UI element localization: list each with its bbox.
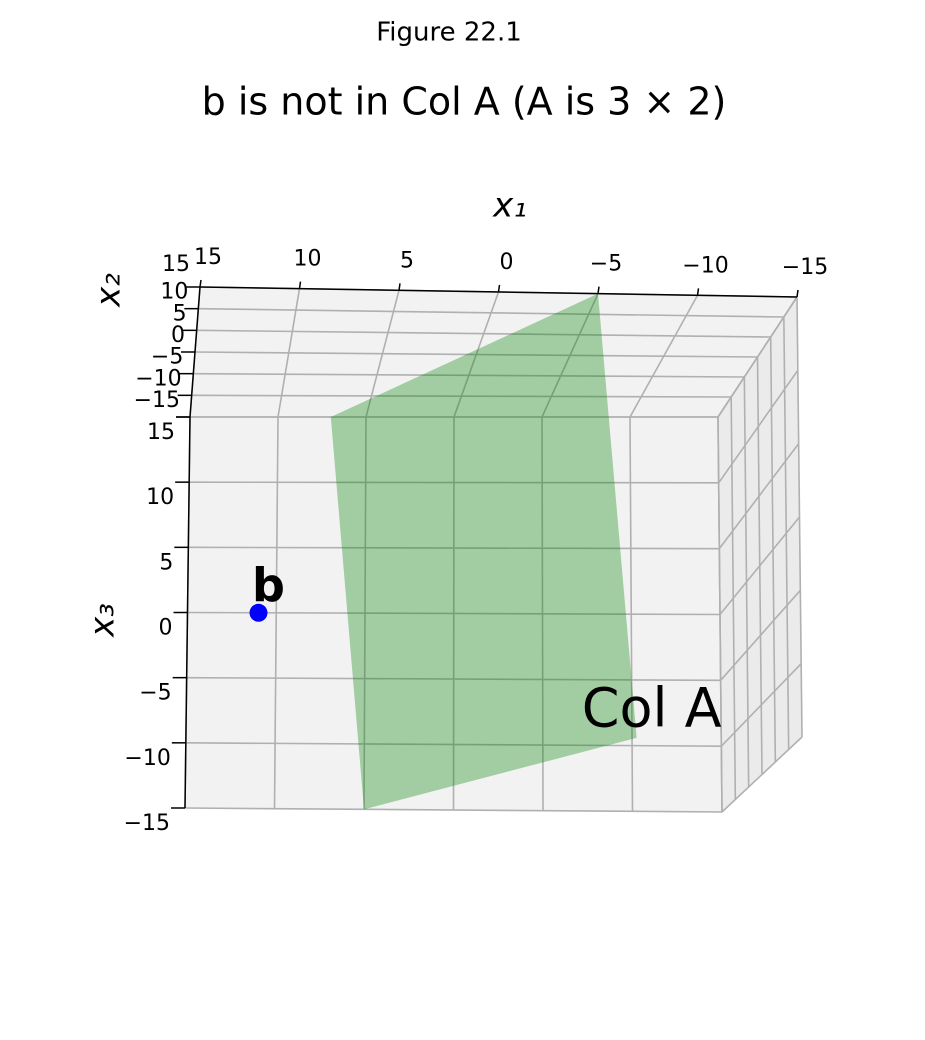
grid-line [198, 307, 784, 318]
axis-line [189, 286, 201, 418]
axis-line [184, 416, 191, 809]
tick-mark [696, 288, 700, 296]
x-tick-label: −15 [782, 255, 828, 280]
y-axis-label: x₂ [89, 273, 129, 308]
x-tick-label: 15 [194, 245, 222, 270]
y-tick-label: 15 [162, 252, 190, 277]
y-tick-label: 10 [160, 280, 188, 305]
tick-mark [597, 286, 600, 294]
figure-label: Figure 22.1 [376, 18, 522, 48]
x-tick-label: −5 [590, 252, 622, 277]
x-tick-label: −10 [682, 253, 728, 278]
tick-mark [298, 281, 302, 289]
grid-line [191, 394, 732, 398]
grid-line [194, 351, 758, 358]
z-tick-label: −5 [139, 681, 171, 706]
z-tick-label: 0 [159, 616, 173, 641]
z-tick-label: 15 [147, 420, 175, 445]
grid-line [185, 742, 722, 747]
tick-mark [796, 289, 799, 298]
y-tick-label: 5 [173, 301, 187, 326]
grid-line [196, 329, 771, 338]
z-tick-label: 5 [159, 550, 173, 575]
tick-mark [398, 283, 401, 291]
grid-line [717, 296, 798, 418]
x-tick-label: 0 [500, 250, 514, 275]
grid-line [719, 516, 801, 616]
y-tick-label: −10 [135, 366, 181, 391]
grid-line [186, 676, 721, 682]
point [249, 603, 268, 622]
y-tick-label: −15 [134, 388, 180, 413]
tick-mark [497, 284, 501, 293]
y-tick-label: 0 [171, 323, 185, 348]
grid-line [718, 443, 800, 550]
grid-line [720, 589, 801, 681]
x-tick-label: 10 [294, 247, 322, 272]
z-tick-label: −15 [124, 811, 170, 836]
grid-line [188, 546, 720, 550]
z-axis-label: x₃ [83, 603, 123, 638]
z-tick-label: −10 [124, 746, 170, 771]
chart-title: b is not in Col A (A is 3 × 2) [202, 80, 727, 124]
grid-line [720, 663, 802, 747]
grid-line [721, 736, 803, 813]
grid-line [187, 611, 721, 616]
axis-line [199, 286, 798, 298]
grid-line [189, 481, 719, 484]
grid-line [718, 369, 799, 484]
x-axis-label: x₁ [492, 186, 527, 226]
plane-label: Col A [582, 676, 722, 739]
y-tick-label: −5 [151, 345, 183, 370]
x-tick-label: 5 [400, 248, 414, 273]
grid-line [184, 807, 723, 813]
z-tick-label: 10 [146, 485, 174, 510]
plane [330, 293, 637, 810]
grid-line [193, 372, 745, 378]
point-label: b [252, 558, 285, 612]
tick-mark [199, 279, 202, 288]
